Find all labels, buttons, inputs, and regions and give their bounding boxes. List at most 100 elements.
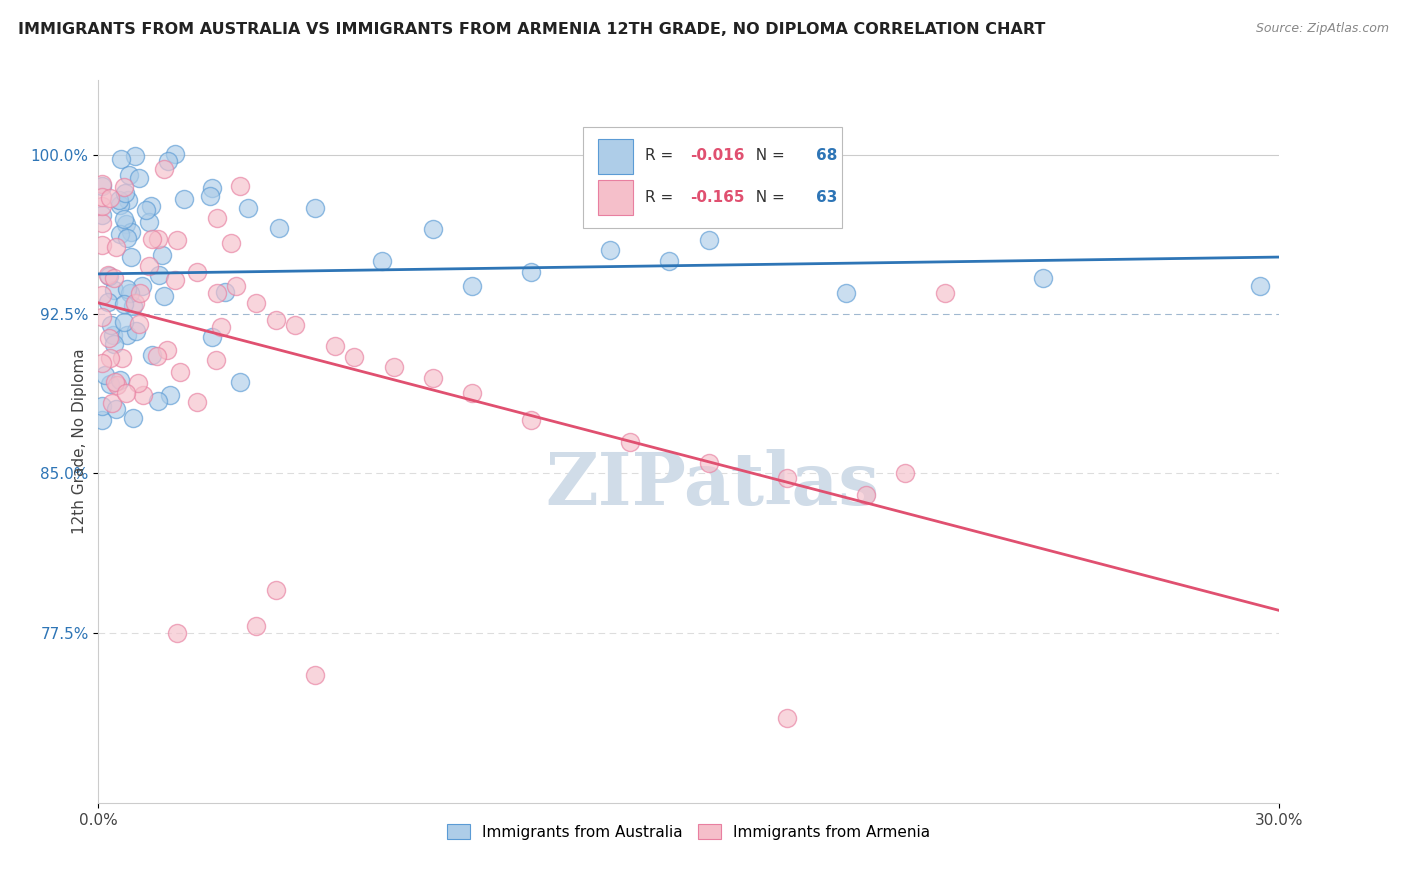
Point <box>245 296 267 310</box>
Point <box>264 583 287 598</box>
Point <box>115 386 138 401</box>
Point <box>205 285 228 300</box>
Point <box>112 297 135 311</box>
Point <box>520 413 543 427</box>
Text: -0.165: -0.165 <box>690 189 745 204</box>
Text: N =: N = <box>745 148 789 163</box>
Point <box>117 231 139 245</box>
Point <box>112 315 135 329</box>
Point <box>150 247 173 261</box>
Point <box>520 264 543 278</box>
Y-axis label: 12th Grade, No Diploma: 12th Grade, No Diploma <box>72 349 87 534</box>
Point <box>776 711 799 725</box>
Point <box>382 360 405 375</box>
Legend: Immigrants from Australia, Immigrants from Armenia: Immigrants from Australia, Immigrants fr… <box>441 818 936 846</box>
Point <box>117 194 139 208</box>
Point <box>138 215 160 229</box>
Text: -0.016: -0.016 <box>690 148 745 163</box>
Text: 68: 68 <box>817 148 838 163</box>
Point <box>115 328 138 343</box>
Point <box>139 199 162 213</box>
Point <box>128 317 150 331</box>
Point <box>225 279 247 293</box>
Point <box>201 330 224 344</box>
Point <box>124 296 146 310</box>
Point <box>169 365 191 379</box>
Point <box>120 286 142 301</box>
Point <box>205 211 228 226</box>
Point <box>91 177 114 191</box>
Point <box>97 295 120 310</box>
Point <box>94 368 117 382</box>
Point <box>264 313 287 327</box>
Point <box>127 376 149 391</box>
Point <box>697 233 720 247</box>
Point <box>91 399 114 413</box>
Point <box>115 282 138 296</box>
Point <box>201 181 224 195</box>
Point <box>91 288 114 302</box>
Point <box>105 378 128 392</box>
Point <box>129 286 152 301</box>
Point <box>186 264 208 278</box>
Point <box>148 268 170 283</box>
Point <box>114 186 136 201</box>
Point <box>125 324 148 338</box>
Point <box>98 351 121 365</box>
Point <box>120 250 142 264</box>
Point <box>229 376 252 390</box>
Point <box>91 413 114 427</box>
Point <box>103 283 125 297</box>
Text: ZIPatlas: ZIPatlas <box>546 450 880 520</box>
Point <box>101 396 124 410</box>
Point <box>120 225 142 239</box>
Point <box>159 388 181 402</box>
Point <box>110 152 132 166</box>
Text: R =: R = <box>645 189 678 204</box>
Point <box>323 339 346 353</box>
Point <box>97 268 120 283</box>
Point <box>173 192 195 206</box>
Point <box>894 467 917 481</box>
Point <box>371 253 394 268</box>
Point <box>236 201 259 215</box>
Point <box>1249 279 1271 293</box>
Point <box>105 402 128 417</box>
Point <box>111 351 134 365</box>
Point <box>124 149 146 163</box>
Point <box>776 470 799 484</box>
Point <box>100 318 122 333</box>
Point <box>98 268 121 283</box>
Point <box>91 310 114 324</box>
Text: R =: R = <box>645 148 678 163</box>
Point <box>163 273 186 287</box>
Point <box>146 349 169 363</box>
Point <box>200 188 222 202</box>
Point <box>166 625 188 640</box>
Point <box>166 233 188 247</box>
Point <box>112 180 135 194</box>
Point <box>104 240 127 254</box>
Point <box>156 343 179 357</box>
Point <box>153 289 176 303</box>
Point <box>110 198 132 212</box>
Point <box>110 373 132 387</box>
FancyBboxPatch shape <box>598 180 634 215</box>
Point <box>186 394 208 409</box>
Text: N =: N = <box>745 189 789 204</box>
Point <box>304 201 326 215</box>
Point <box>148 394 170 409</box>
Point <box>141 232 163 246</box>
Point <box>619 434 641 449</box>
FancyBboxPatch shape <box>598 139 634 174</box>
Point <box>204 352 226 367</box>
Point <box>98 191 121 205</box>
Point <box>284 318 307 332</box>
Text: Source: ZipAtlas.com: Source: ZipAtlas.com <box>1256 22 1389 36</box>
Point <box>141 348 163 362</box>
Point <box>229 179 252 194</box>
Point <box>91 208 114 222</box>
Point <box>219 235 242 250</box>
Point <box>855 488 877 502</box>
Point <box>422 371 444 385</box>
